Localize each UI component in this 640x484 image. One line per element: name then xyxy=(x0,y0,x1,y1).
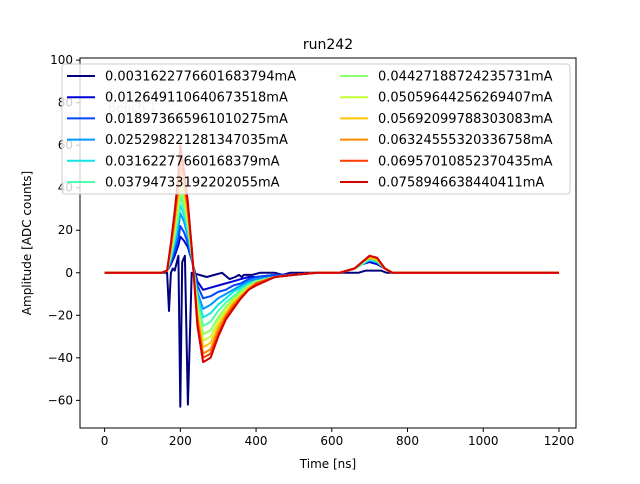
legend-label: 0.03794733192202055mA xyxy=(105,176,280,191)
x-tick-label: 1000 xyxy=(468,434,499,448)
x-tick-label: 400 xyxy=(245,434,268,448)
y-tick-label: 0 xyxy=(65,266,73,280)
axes-frame xyxy=(79,57,577,429)
legend-label: 0.03162277660168379mA xyxy=(105,154,280,169)
legend-label: 0.06324555320336758mA xyxy=(378,133,553,148)
legend-label: 0.05692099788303083mA xyxy=(378,112,553,127)
series-layer xyxy=(104,144,559,408)
legend-label: 0.0758946638440411mA xyxy=(378,176,544,191)
chart-title: run242 xyxy=(303,37,353,53)
y-tick-label: −60 xyxy=(48,393,73,407)
legend-label: 0.05059644256269407mA xyxy=(378,91,553,106)
y-axis-label: Amplitude [ADC counts] xyxy=(20,171,34,315)
x-tick-label: 1200 xyxy=(544,434,575,448)
legend-label: 0.012649110640673518mA xyxy=(105,91,288,106)
legend-label: 0.04427188724235731mA xyxy=(378,70,553,85)
legend-label: 0.06957010852370435mA xyxy=(378,154,553,169)
x-axis-ticks: 0 200 400 600 800 1000 1200 xyxy=(101,428,574,448)
x-tick-label: 200 xyxy=(169,434,192,448)
y-tick-label: −20 xyxy=(48,308,73,322)
legend-box xyxy=(61,63,571,195)
y-tick-label: −40 xyxy=(48,351,73,365)
legend: 0.0031622776601683794mA 0.012649110640673… xyxy=(61,63,571,195)
series-line-0 xyxy=(104,254,559,408)
y-tick-label: 20 xyxy=(58,223,73,237)
legend-label: 0.0031622776601683794mA xyxy=(105,70,296,85)
x-tick-label: 600 xyxy=(320,434,343,448)
x-tick-label: 800 xyxy=(396,434,419,448)
legend-label: 0.018973665961010275mA xyxy=(105,112,288,127)
x-axis-label: Time [ns] xyxy=(299,457,356,471)
legend-label: 0.025298221281347035mA xyxy=(105,133,288,148)
x-tick-label: 0 xyxy=(101,434,109,448)
